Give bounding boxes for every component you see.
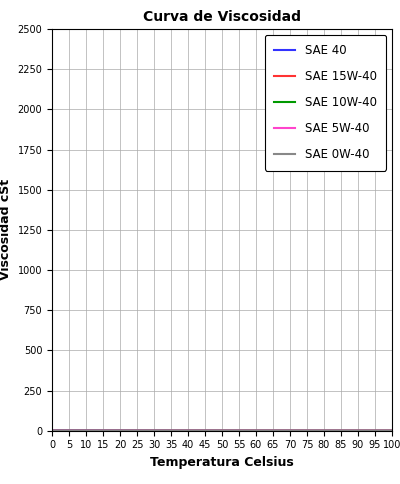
SAE 15W-40 bbox=[68, 428, 73, 434]
SAE 0W-40 bbox=[51, 428, 56, 434]
SAE 40 bbox=[207, 428, 212, 434]
SAE 5W-40 bbox=[207, 428, 212, 434]
SAE 0W-40 bbox=[380, 428, 384, 434]
SAE 15W-40 bbox=[216, 428, 220, 434]
SAE 15W-40 bbox=[380, 428, 384, 434]
SAE 40 bbox=[390, 428, 394, 434]
SAE 10W-40 bbox=[216, 428, 220, 434]
SAE 0W-40 bbox=[380, 428, 384, 434]
SAE 40 bbox=[380, 428, 384, 434]
SAE 15W-40 bbox=[390, 428, 394, 434]
SAE 10W-40 bbox=[207, 428, 212, 434]
SAE 0W-40 bbox=[68, 428, 73, 434]
SAE 15W-40 bbox=[207, 428, 212, 434]
SAE 10W-40 bbox=[318, 428, 322, 434]
SAE 5W-40 bbox=[380, 428, 384, 434]
SAE 5W-40 bbox=[390, 428, 394, 434]
SAE 10W-40 bbox=[68, 428, 73, 434]
SAE 0W-40 bbox=[216, 428, 220, 434]
SAE 5W-40 bbox=[216, 428, 220, 434]
SAE 40 bbox=[51, 427, 56, 433]
SAE 5W-40 bbox=[51, 428, 56, 434]
SAE 40 bbox=[216, 428, 220, 434]
SAE 5W-40 bbox=[68, 428, 73, 434]
SAE 0W-40 bbox=[318, 428, 322, 434]
Legend: SAE 40, SAE 15W-40, SAE 10W-40, SAE 5W-40, SAE 0W-40: SAE 40, SAE 15W-40, SAE 10W-40, SAE 5W-4… bbox=[264, 35, 386, 171]
SAE 5W-40 bbox=[380, 428, 384, 434]
SAE 5W-40 bbox=[318, 428, 322, 434]
SAE 15W-40 bbox=[318, 428, 322, 434]
SAE 15W-40 bbox=[380, 428, 384, 434]
SAE 10W-40 bbox=[51, 428, 56, 434]
SAE 40 bbox=[380, 428, 384, 434]
X-axis label: Temperatura Celsius: Temperatura Celsius bbox=[150, 456, 294, 469]
SAE 10W-40 bbox=[380, 428, 384, 434]
Y-axis label: Viscosidad cSt: Viscosidad cSt bbox=[0, 180, 12, 280]
SAE 40 bbox=[318, 428, 322, 434]
SAE 0W-40 bbox=[390, 428, 394, 434]
SAE 15W-40 bbox=[51, 428, 56, 434]
Title: Curva de Viscosidad: Curva de Viscosidad bbox=[143, 10, 301, 24]
SAE 40 bbox=[68, 427, 73, 433]
SAE 10W-40 bbox=[390, 428, 394, 434]
SAE 0W-40 bbox=[207, 428, 212, 434]
SAE 10W-40 bbox=[380, 428, 384, 434]
